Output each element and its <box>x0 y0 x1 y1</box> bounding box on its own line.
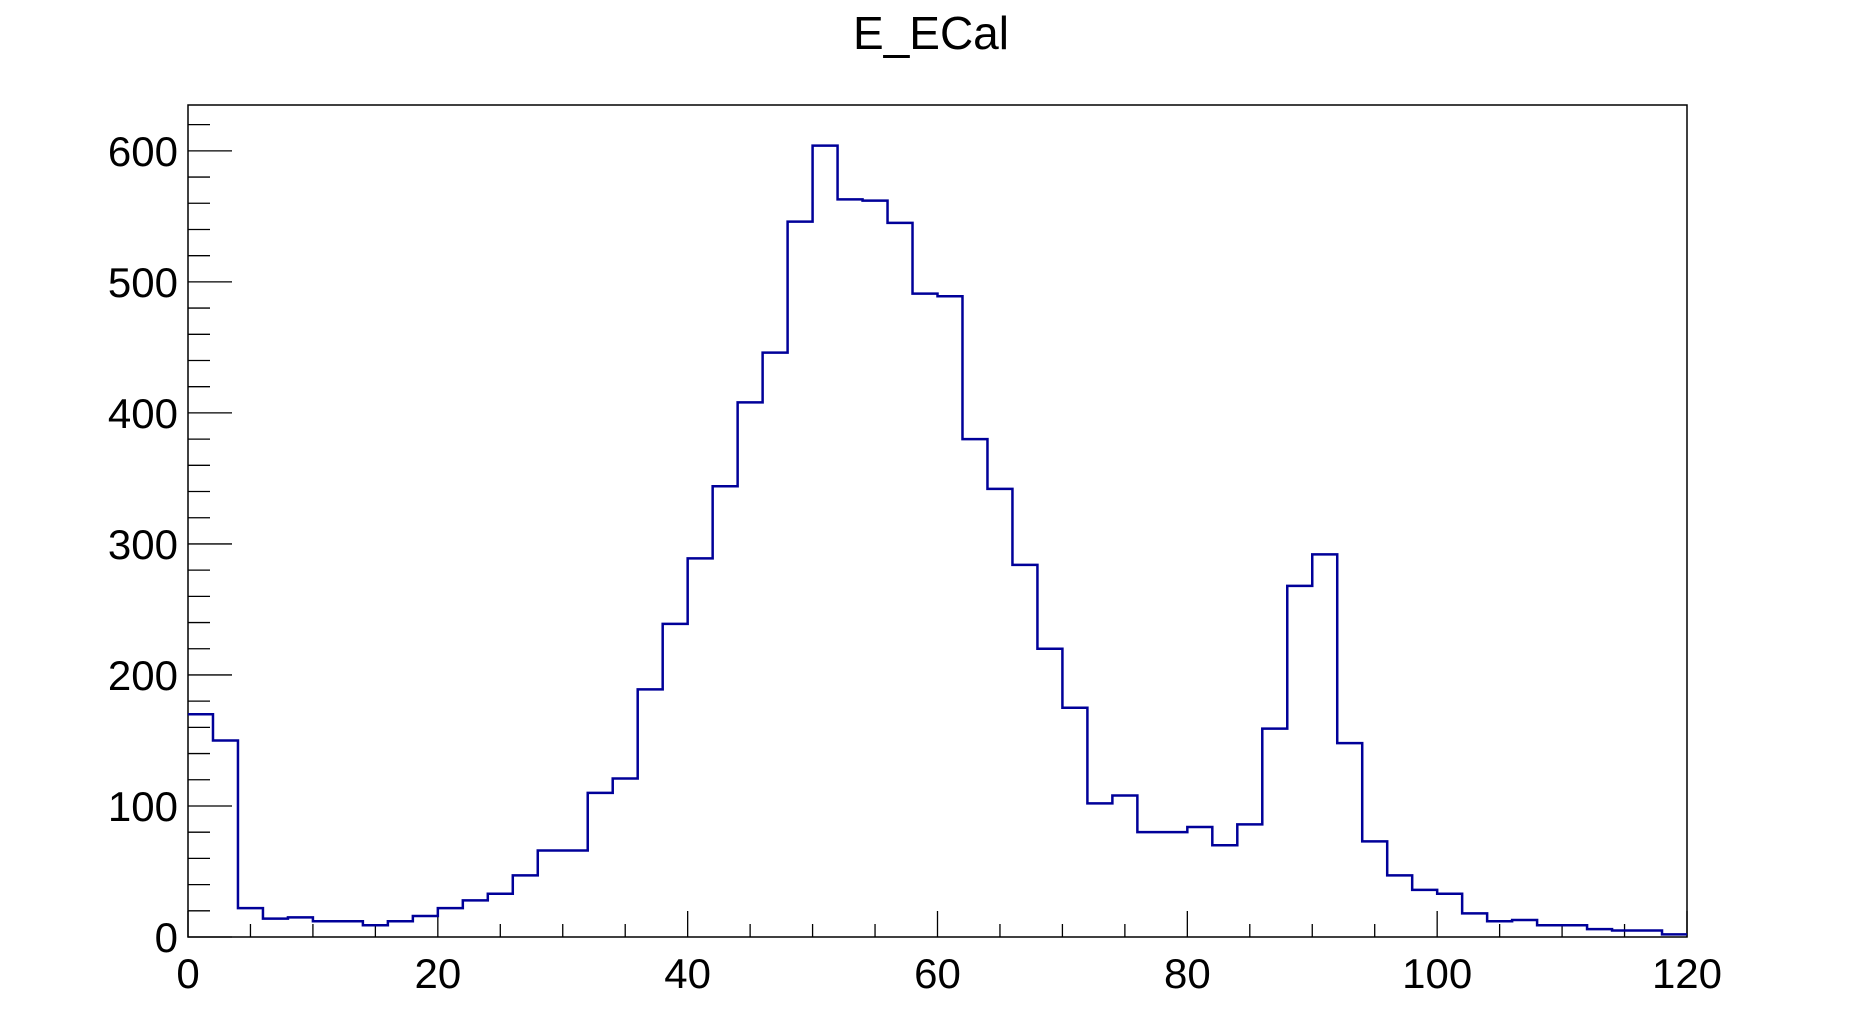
y-tick-label: 0 <box>155 914 178 961</box>
y-tick-label: 600 <box>108 128 178 175</box>
y-tick-label: 500 <box>108 259 178 306</box>
x-tick-label: 0 <box>176 950 199 997</box>
axis-tick-labels: 0 20 40 60 80 100 120 0 100 200 300 400 500 600 <box>108 128 1722 997</box>
chart-title: E_ECal <box>853 7 1009 59</box>
x-tick-label: 20 <box>414 950 461 997</box>
axis-ticks <box>187 124 1688 938</box>
y-tick-label: 200 <box>108 652 178 699</box>
x-tick-label: 60 <box>914 950 961 997</box>
x-tick-label: 120 <box>1652 950 1722 997</box>
x-tick-label: 100 <box>1402 950 1472 997</box>
y-tick-label: 300 <box>108 521 178 568</box>
y-tick-label: 400 <box>108 390 178 437</box>
histogram-line <box>188 144 1687 936</box>
y-tick-label: 100 <box>108 783 178 830</box>
plot-frame <box>187 104 1688 938</box>
x-tick-label: 80 <box>1164 950 1211 997</box>
x-tick-label: 40 <box>664 950 711 997</box>
